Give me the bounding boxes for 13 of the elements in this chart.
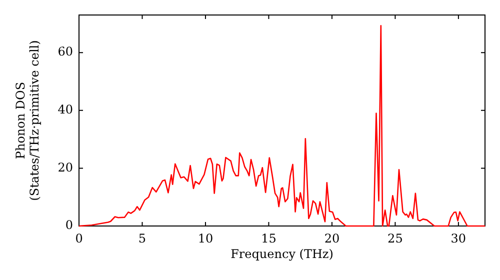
y-axis-title: Phonon DOS (States/THz·primitive cell) <box>13 40 42 201</box>
x-tick-label: 0 <box>75 231 83 246</box>
x-tick-label: 5 <box>138 231 146 246</box>
x-axis-title: Frequency (THz) <box>230 246 334 261</box>
x-tick-label: 15 <box>261 231 276 246</box>
y-tick-label: 60 <box>58 44 73 59</box>
x-tick-label: 10 <box>198 231 214 246</box>
y-tick-label: 0 <box>65 218 73 232</box>
y-tick-label: 40 <box>58 102 73 117</box>
x-tick-label: 20 <box>324 231 340 246</box>
x-tick-label: 30 <box>450 231 466 246</box>
x-tick-label: 25 <box>388 231 403 246</box>
y-tick-label: 20 <box>58 160 73 174</box>
